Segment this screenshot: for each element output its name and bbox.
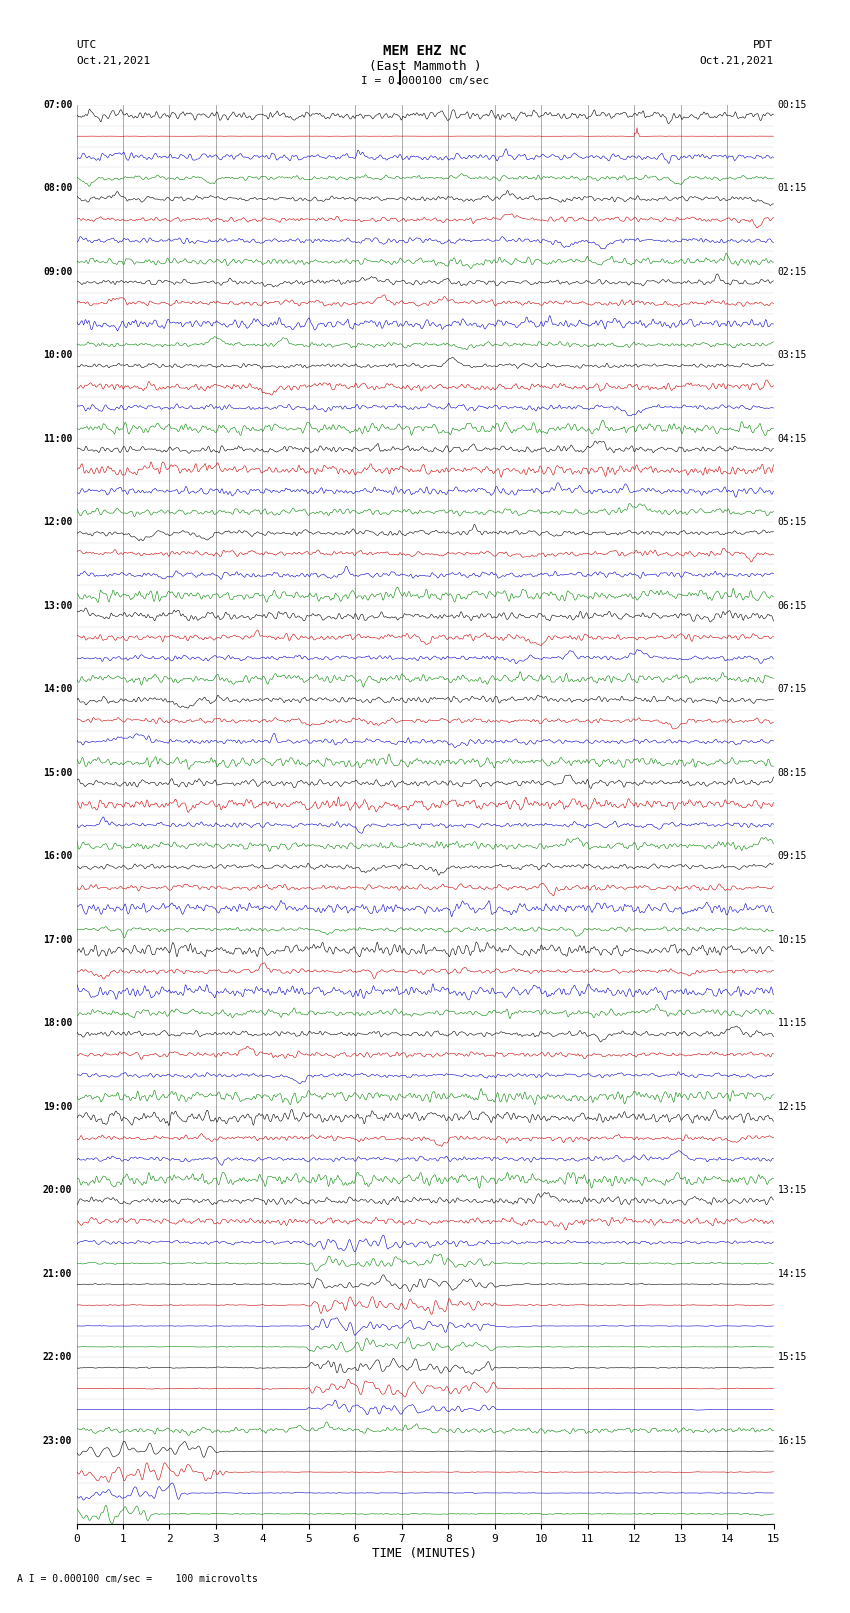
Text: 13:00: 13:00 <box>42 600 72 611</box>
Text: 17:00: 17:00 <box>42 936 72 945</box>
Text: 06:15: 06:15 <box>778 600 807 611</box>
Text: 14:00: 14:00 <box>42 684 72 694</box>
Text: 03:15: 03:15 <box>778 350 807 360</box>
Text: 19:00: 19:00 <box>42 1102 72 1111</box>
Text: 00:15: 00:15 <box>778 100 807 110</box>
X-axis label: TIME (MINUTES): TIME (MINUTES) <box>372 1547 478 1560</box>
Text: 21:00: 21:00 <box>42 1269 72 1279</box>
Text: 02:15: 02:15 <box>778 266 807 277</box>
Text: 23:00: 23:00 <box>42 1436 72 1445</box>
Text: 01:15: 01:15 <box>778 184 807 194</box>
Text: 18:00: 18:00 <box>42 1018 72 1029</box>
Text: 07:15: 07:15 <box>778 684 807 694</box>
Text: 10:15: 10:15 <box>778 936 807 945</box>
Text: 15:00: 15:00 <box>42 768 72 777</box>
Text: I = 0.000100 cm/sec: I = 0.000100 cm/sec <box>361 76 489 85</box>
Text: 16:15: 16:15 <box>778 1436 807 1445</box>
Text: 13:15: 13:15 <box>778 1186 807 1195</box>
Text: 09:15: 09:15 <box>778 852 807 861</box>
Text: 05:15: 05:15 <box>778 518 807 527</box>
Text: 12:15: 12:15 <box>778 1102 807 1111</box>
Text: (East Mammoth ): (East Mammoth ) <box>369 60 481 73</box>
Text: MEM EHZ NC: MEM EHZ NC <box>383 44 467 58</box>
Text: 16:00: 16:00 <box>42 852 72 861</box>
Text: 14:15: 14:15 <box>778 1269 807 1279</box>
Text: Oct.21,2021: Oct.21,2021 <box>76 56 150 66</box>
Text: 12:00: 12:00 <box>42 518 72 527</box>
Text: 09:00: 09:00 <box>42 266 72 277</box>
Text: 08:00: 08:00 <box>42 184 72 194</box>
Text: Oct.21,2021: Oct.21,2021 <box>700 56 774 66</box>
Text: 11:15: 11:15 <box>778 1018 807 1029</box>
Text: UTC: UTC <box>76 40 97 50</box>
Text: PDT: PDT <box>753 40 774 50</box>
Text: 08:15: 08:15 <box>778 768 807 777</box>
Text: A I = 0.000100 cm/sec =    100 microvolts: A I = 0.000100 cm/sec = 100 microvolts <box>17 1574 258 1584</box>
Text: 20:00: 20:00 <box>42 1186 72 1195</box>
Text: 07:00: 07:00 <box>42 100 72 110</box>
Text: 15:15: 15:15 <box>778 1352 807 1363</box>
Text: 11:00: 11:00 <box>42 434 72 444</box>
Text: 04:15: 04:15 <box>778 434 807 444</box>
Text: 22:00: 22:00 <box>42 1352 72 1363</box>
Text: 10:00: 10:00 <box>42 350 72 360</box>
